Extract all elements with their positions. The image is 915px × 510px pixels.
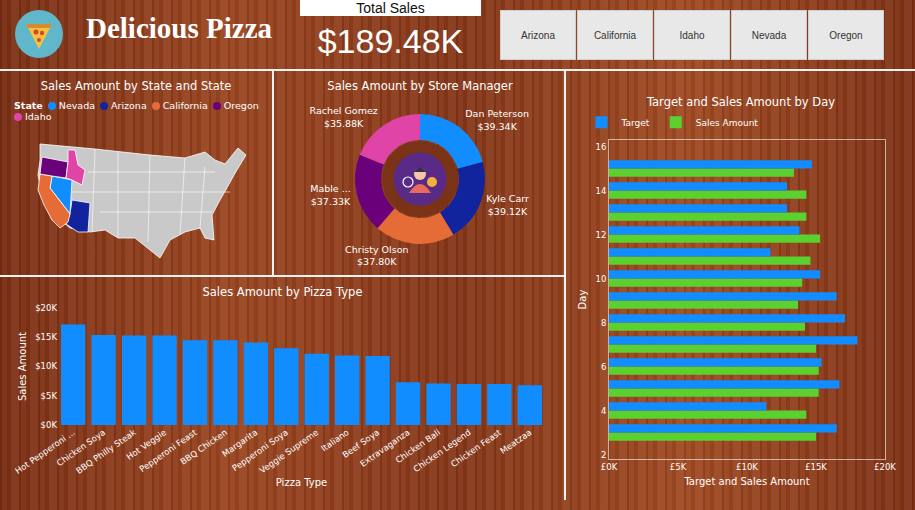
svg-text:$5K: $5K — [41, 391, 58, 401]
html-text:Total Sales: Total Sales — [356, 0, 425, 16]
svg-text:Chicken Bali: Chicken Bali — [394, 427, 442, 465]
svg-text:Rachel Gomez$35.88K: Rachel Gomez$35.88K — [309, 105, 377, 128]
svg-text:£5K: £5K — [670, 462, 687, 472]
html-text:California: California — [162, 100, 208, 111]
html-text:Arizona: Arizona — [111, 100, 147, 111]
svg-text:Pepperoni Soya: Pepperoni Soya — [230, 427, 290, 473]
svg-text:BBQ Philly Steak: BBQ Philly Steak — [74, 427, 138, 476]
html-text:Oregon: Oregon — [829, 29, 863, 41]
svg-text:Hot Pepperoni ...: Hot Pepperoni ... — [13, 427, 77, 476]
svg-text:Mable ...$37.33K: Mable ...$37.33K — [310, 183, 351, 206]
svg-text:$10K: $10K — [35, 361, 57, 371]
svg-text:14: 14 — [595, 186, 606, 196]
svg-text:12: 12 — [595, 230, 606, 240]
svg-text:Sales Amount: Sales Amount — [696, 118, 759, 128]
svg-text:Sales Amount: Sales Amount — [17, 332, 28, 401]
svg-text:$0K: $0K — [41, 420, 58, 430]
svg-text:Sales Amount by Store Manager: Sales Amount by Store Manager — [327, 79, 513, 93]
html-text:Sales Amount by State and Stat: Sales Amount by State and State — [40, 79, 232, 93]
html-text:Idaho: Idaho — [25, 111, 52, 122]
svg-text:$20K: $20K — [35, 303, 57, 313]
html-text:Nevada: Nevada — [58, 100, 95, 111]
svg-text:Dan Peterson$39.34K: Dan Peterson$39.34K — [465, 108, 529, 131]
html-text:Idaho: Idaho — [679, 29, 705, 41]
svg-text:Meatzaa: Meatzaa — [498, 427, 533, 456]
svg-text:Beef Soya: Beef Soya — [340, 427, 381, 460]
svg-text:Margarita: Margarita — [220, 427, 259, 459]
svg-text:Italiano: Italiano — [319, 427, 351, 453]
svg-text:6: 6 — [601, 362, 606, 372]
svg-text:Target and Sales Amount: Target and Sales Amount — [683, 476, 809, 487]
svg-text:£15K: £15K — [805, 462, 827, 472]
svg-text:Veggie Supreme: Veggie Supreme — [257, 427, 320, 475]
svg-text:£0K: £0K — [601, 462, 618, 472]
svg-text:Kyle Carr$39.12K: Kyle Carr$39.12K — [486, 193, 529, 216]
svg-text:Christy Olson$37.80K: Christy Olson$37.80K — [345, 244, 408, 267]
svg-text:Target: Target — [620, 118, 649, 128]
svg-text:Chicken Feast: Chicken Feast — [449, 427, 504, 469]
svg-text:BBQ Chicken: BBQ Chicken — [178, 427, 229, 467]
svg-text:Pizza Type: Pizza Type — [276, 477, 327, 488]
html-text:Nevada: Nevada — [751, 29, 787, 41]
html-text:Arizona: Arizona — [521, 29, 555, 41]
svg-text:£20K: £20K — [874, 462, 896, 472]
html-text:California: California — [593, 29, 637, 41]
svg-text:£10K: £10K — [736, 462, 758, 472]
html-text:Oregon: Oregon — [223, 100, 259, 111]
svg-text:2: 2 — [601, 450, 606, 460]
svg-text:8: 8 — [601, 318, 606, 328]
html-text:$189.48K: $189.48K — [317, 22, 464, 60]
svg-text:Chicken Legend: Chicken Legend — [411, 427, 472, 474]
html-text:Delicious Pizza: Delicious Pizza — [86, 12, 272, 44]
svg-text:$15K: $15K — [35, 332, 57, 342]
svg-text:4: 4 — [601, 406, 606, 416]
html-text:State: State — [14, 100, 43, 111]
svg-text:Day: Day — [577, 290, 588, 310]
svg-text:Pepperoni Feast: Pepperoni Feast — [137, 427, 199, 474]
svg-text:Target and Sales Amount by Day: Target and Sales Amount by Day — [646, 95, 835, 109]
svg-text:Hot Veggie: Hot Veggie — [124, 427, 168, 462]
svg-text:Extravaganza: Extravaganza — [358, 427, 412, 469]
svg-text:16: 16 — [595, 142, 606, 152]
svg-text:10: 10 — [595, 274, 606, 284]
svg-text:Chicken Soya: Chicken Soya — [55, 427, 108, 468]
svg-text:Sales Amount by Pizza Type: Sales Amount by Pizza Type — [203, 285, 363, 299]
